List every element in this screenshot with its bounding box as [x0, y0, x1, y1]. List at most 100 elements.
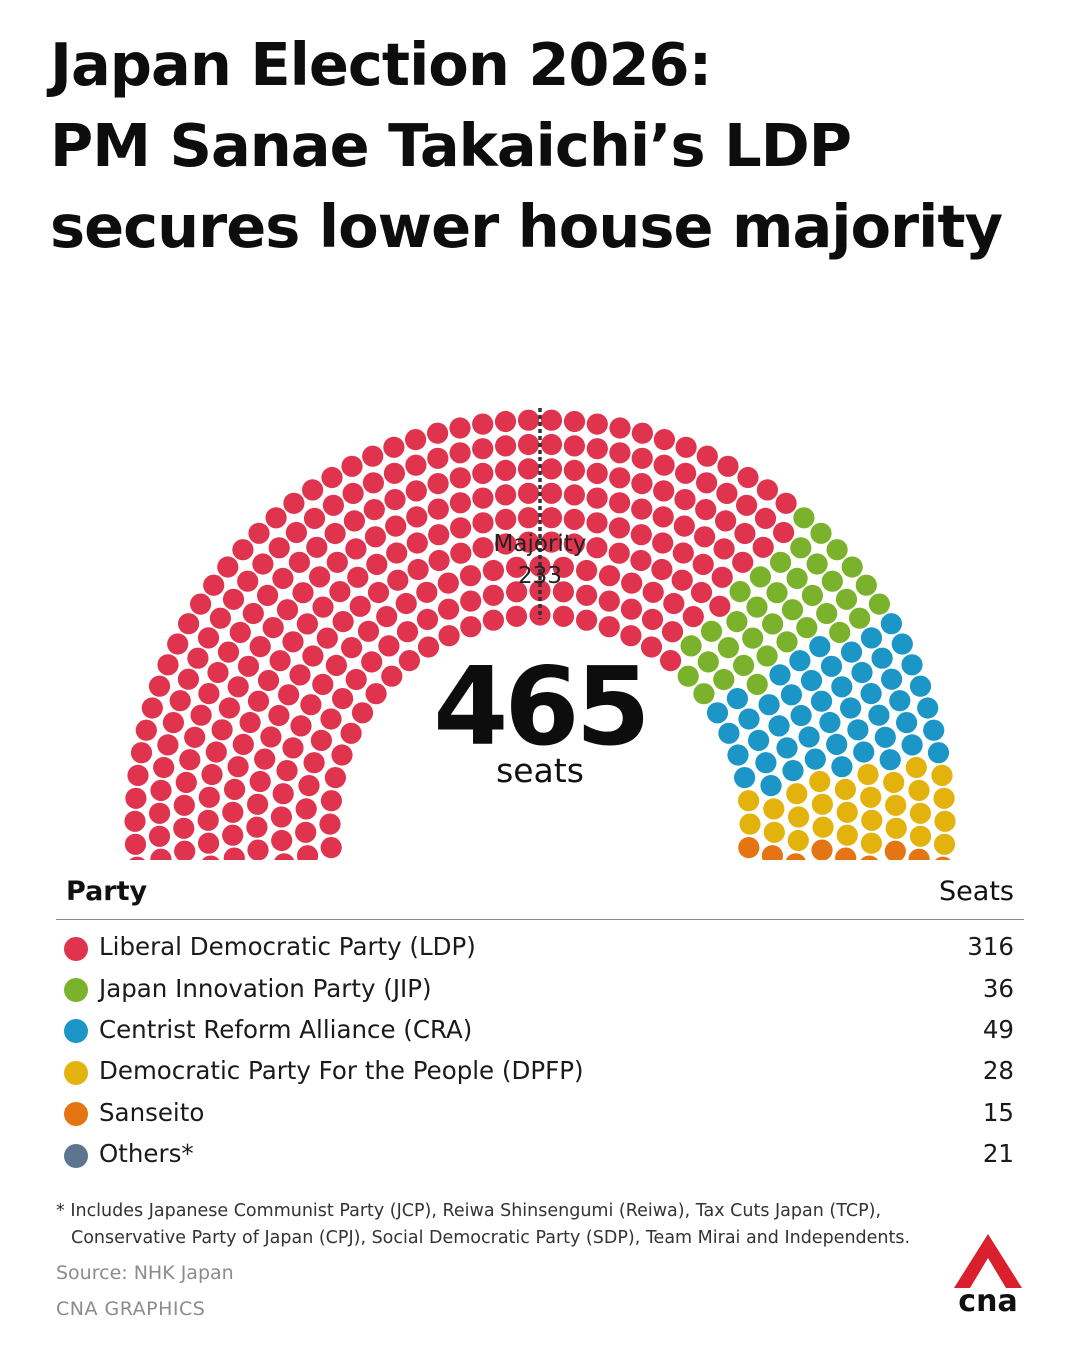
seat-dot: [718, 722, 740, 744]
seat-dot: [752, 536, 774, 558]
seat-dot: [773, 521, 795, 544]
seat-dot: [270, 806, 292, 828]
seat-dot: [190, 593, 212, 615]
seat-dot: [362, 445, 384, 467]
seat-dot: [675, 436, 697, 458]
seat-dot: [820, 655, 843, 677]
seat-dot: [586, 512, 608, 534]
seat-dot: [427, 447, 449, 469]
seat-dot: [835, 847, 857, 860]
seat-dot: [552, 581, 575, 603]
seat-dot: [427, 498, 449, 520]
seat-dot: [209, 607, 231, 629]
seat-dot: [276, 760, 298, 782]
seat-dot: [283, 492, 305, 514]
seat-dot: [726, 611, 748, 633]
seat-dot: [860, 855, 878, 860]
seat-dot: [713, 538, 735, 560]
seat-dot: [733, 654, 755, 676]
seat-dot: [227, 676, 249, 698]
seat-dot: [677, 665, 699, 687]
seat-dot: [150, 848, 172, 860]
seat-dot: [202, 855, 220, 860]
seat-dot: [889, 690, 911, 712]
seat-dot: [851, 661, 873, 684]
seat-dot: [190, 704, 212, 726]
seat-dot: [883, 771, 905, 793]
total-seats-value: 465: [433, 645, 646, 770]
seat-dot: [826, 539, 848, 561]
seat-dot: [810, 522, 832, 544]
seat-dot: [609, 467, 631, 489]
seat-dot: [203, 574, 225, 596]
party-name: Liberal Democratic Party (LDP): [99, 932, 476, 962]
seat-dot: [361, 651, 383, 673]
seat-dot: [449, 442, 471, 464]
seat-dot: [586, 438, 608, 460]
seat-dot: [345, 538, 367, 560]
seat-dot: [345, 668, 367, 691]
seat-dot: [495, 435, 517, 457]
seat-dot: [540, 409, 563, 431]
seat-dot: [342, 482, 364, 504]
seat-dot: [437, 572, 459, 594]
seat-dot: [319, 813, 341, 835]
seat-dot: [325, 654, 347, 676]
seat-dot: [320, 790, 342, 812]
table-rows: Liberal Democratic Party (LDP) 316 Japan I…: [56, 926, 1024, 1174]
seat-dot: [517, 531, 540, 553]
seats-column-header: Seats: [939, 876, 1014, 907]
seat-dot: [153, 756, 175, 779]
seat-dot: [289, 664, 311, 686]
seat-dot: [798, 726, 820, 748]
seat-dot: [598, 565, 621, 587]
seat-dot: [378, 635, 400, 657]
seat-dot: [736, 494, 758, 516]
seat-dot: [831, 756, 853, 778]
seat-dot: [831, 676, 853, 698]
seat-dot: [631, 447, 653, 469]
seat-dot: [885, 794, 907, 816]
seat-dot: [631, 473, 653, 495]
seat-dot: [405, 480, 427, 502]
table-row: Sanseito 15: [56, 1092, 1024, 1133]
table-row: Japan Innovation Party (JIP) 36: [56, 967, 1024, 1008]
seat-dot: [690, 581, 713, 604]
seat-dot: [785, 853, 806, 860]
seat-dot: [472, 462, 494, 484]
table-row: Democratic Party For the People (DPFP) 28: [56, 1050, 1024, 1091]
seat-dot: [563, 484, 586, 506]
seat-dot: [923, 719, 945, 741]
seat-dot: [272, 783, 294, 805]
seat-dot: [340, 722, 362, 744]
seat-dot: [222, 588, 245, 610]
parliament-chart: Majority 233 465 seats: [124, 408, 956, 860]
seat-dot: [540, 482, 563, 504]
seat-dot: [472, 438, 494, 460]
seat-dot: [222, 801, 244, 823]
seat-dot: [811, 839, 833, 860]
seat-dot: [249, 636, 271, 658]
seat-dot: [376, 606, 398, 628]
seat-dot: [901, 654, 923, 676]
seat-dot: [232, 539, 254, 561]
seat-dot: [790, 704, 812, 727]
seat-dot: [296, 613, 318, 635]
seat-dot: [237, 655, 260, 677]
seat-dot: [552, 556, 575, 578]
seat-dot: [197, 809, 219, 831]
seat-dot: [749, 566, 772, 588]
seat-dot: [896, 712, 918, 734]
seat-dot: [793, 507, 815, 529]
seat-dot: [217, 556, 239, 578]
seat-dot: [871, 647, 893, 669]
seat-dot: [303, 752, 325, 774]
seat-dot: [517, 507, 540, 529]
seat-dot: [652, 506, 674, 528]
seat-dot: [197, 627, 220, 649]
headline-line-2: PM Sanae Takaichi’s LDP: [50, 111, 852, 180]
seat-dot: [810, 690, 833, 712]
seat-dot: [908, 779, 930, 801]
seat-dot: [652, 532, 674, 554]
seat-dot: [269, 650, 291, 672]
